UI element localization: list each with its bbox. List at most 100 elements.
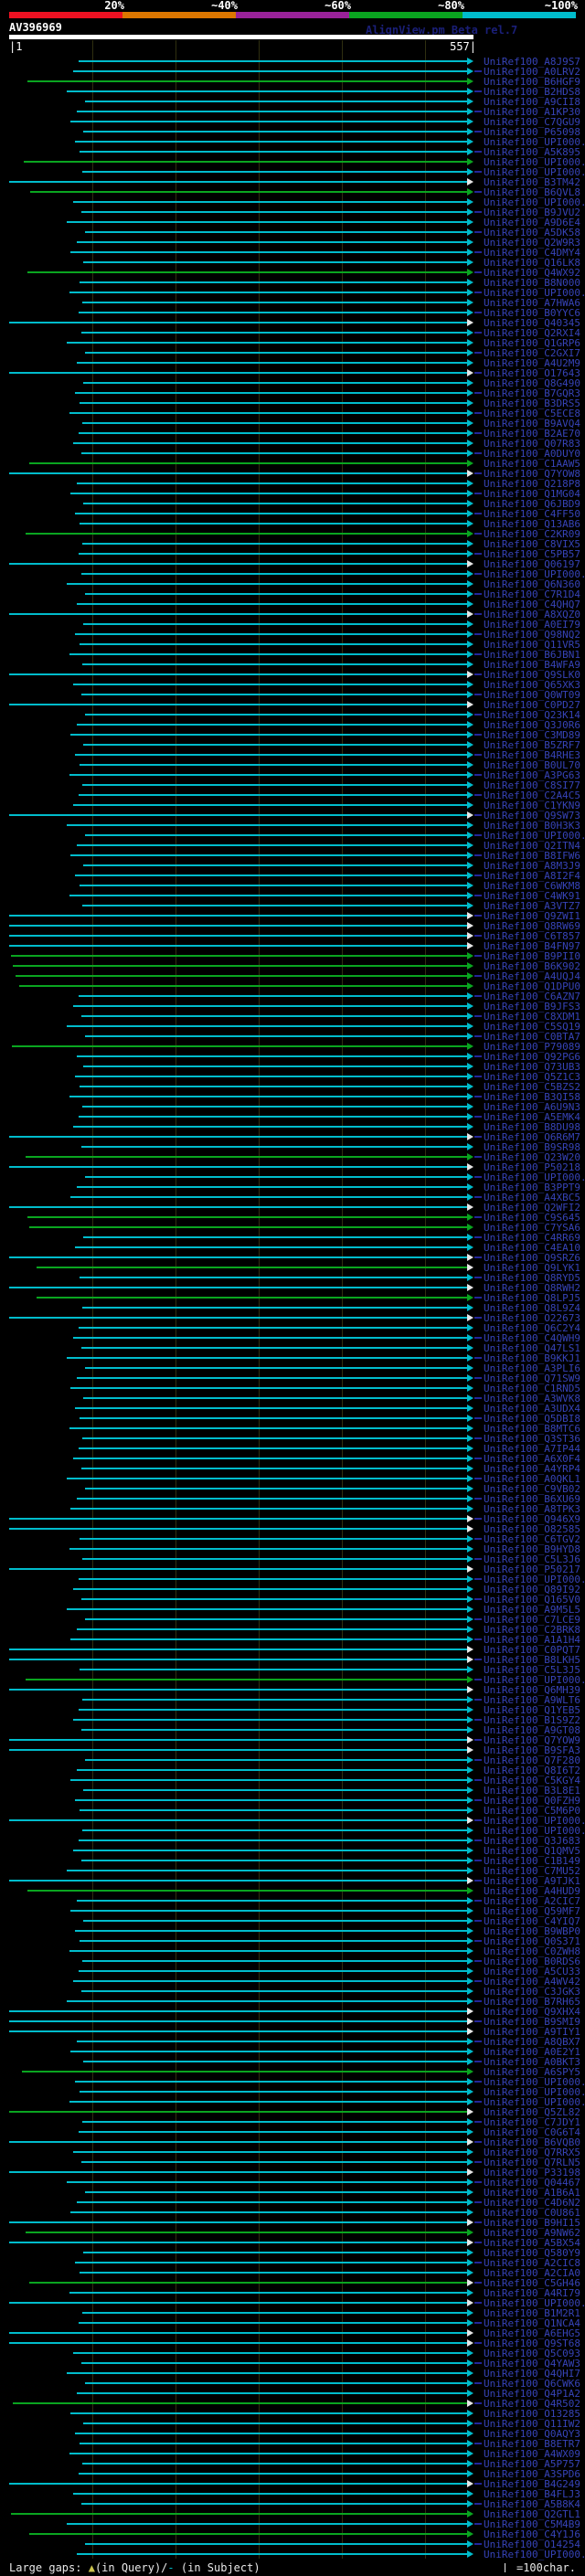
hit-row[interactable]: UniRef100_UPI000.. — [0, 1816, 585, 1826]
hit-row[interactable]: UniRef100_Q1MG04 — [0, 489, 585, 499]
hit-row[interactable]: UniRef100_B4RHE3 — [0, 750, 585, 760]
hit-row[interactable]: UniRef100_C0ZWH8 — [0, 1946, 585, 1956]
hit-row[interactable]: UniRef100_Q1DPU0 — [0, 981, 585, 991]
hit-row[interactable]: UniRef100_Q8LPJ5 — [0, 1293, 585, 1303]
hit-label[interactable]: UniRef100_Q4WX92 — [484, 267, 580, 279]
hit-row[interactable]: UniRef100_Q1NCA4 — [0, 2318, 585, 2328]
hit-row[interactable]: UniRef100_O17643 — [0, 368, 585, 378]
hit-row[interactable]: UniRef100_Q59MF7 — [0, 1906, 585, 1916]
hit-label[interactable]: UniRef100_A5K895 — [484, 146, 580, 158]
hit-row[interactable]: UniRef100_Q2WFI2 — [0, 1203, 585, 1213]
hit-label[interactable]: UniRef100_A1KP30 — [484, 106, 580, 118]
hit-row[interactable]: UniRef100_C1AAW5 — [0, 459, 585, 469]
hit-label[interactable]: UniRef100_A8QBX7 — [484, 2036, 580, 2048]
hit-label[interactable]: UniRef100_UPI000.. — [484, 136, 585, 148]
hit-row[interactable]: UniRef100_Q580Y9 — [0, 2248, 585, 2258]
hit-row[interactable]: UniRef100_Q4WX92 — [0, 268, 585, 278]
hit-label[interactable]: UniRef100_C4EA10 — [484, 1242, 580, 1254]
hit-label[interactable]: UniRef100_Q47LS1 — [484, 1342, 580, 1354]
hit-row[interactable]: UniRef100_Q3J0R6 — [0, 720, 585, 730]
hit-label[interactable]: UniRef100_A5DK58 — [484, 227, 580, 239]
hit-row[interactable]: UniRef100_UPI000.. — [0, 831, 585, 841]
hit-row[interactable]: UniRef100_Q9SW73 — [0, 811, 585, 821]
hit-label[interactable]: UniRef100_UPI000.. — [484, 196, 585, 208]
hit-label[interactable]: UniRef100_B6K902 — [484, 960, 580, 972]
hit-row[interactable]: UniRef100_B9SMI9 — [0, 2017, 585, 2027]
hit-label[interactable]: UniRef100_Q1QMV5 — [484, 1845, 580, 1857]
hit-row[interactable]: UniRef100_B4FLJ3 — [0, 2489, 585, 2499]
hit-label[interactable]: UniRef100_A5EMK4 — [484, 1111, 580, 1123]
hit-label[interactable]: UniRef100_Q1GRP6 — [484, 337, 580, 349]
hit-row[interactable]: UniRef100_A2CIA0 — [0, 2268, 585, 2278]
hit-row[interactable]: UniRef100_UPI000.. — [0, 2077, 585, 2087]
hit-label[interactable]: UniRef100_A6SPY5 — [484, 2066, 580, 2078]
hit-label[interactable]: UniRef100_A1A1H4 — [484, 1634, 580, 1646]
hit-row[interactable]: UniRef100_A2CIC8 — [0, 2258, 585, 2268]
hit-label[interactable]: UniRef100_Q0FZH9 — [484, 1795, 580, 1807]
hit-row[interactable]: UniRef100_Q11IW2 — [0, 2419, 585, 2429]
hit-row[interactable]: UniRef100_B2AE70 — [0, 429, 585, 439]
hit-label[interactable]: UniRef100_Q2W9R3 — [484, 237, 580, 249]
hit-row[interactable]: UniRef100_A4RI79 — [0, 2288, 585, 2298]
hit-row[interactable]: UniRef100_B6HGF9 — [0, 77, 585, 87]
hit-label[interactable]: UniRef100_Q9SW73 — [484, 810, 580, 822]
hit-row[interactable]: UniRef100_Q3J683 — [0, 1836, 585, 1846]
hit-label[interactable]: UniRef100_A2CIC7 — [484, 1895, 580, 1907]
hit-row[interactable]: UniRef100_B8ETR7 — [0, 2439, 585, 2449]
hit-row[interactable]: UniRef100_B0UL70 — [0, 760, 585, 770]
hit-row[interactable]: UniRef100_P50217 — [0, 1564, 585, 1574]
hit-label[interactable]: UniRef100_A9GT08 — [484, 1724, 580, 1736]
hit-row[interactable]: UniRef100_B6JBN1 — [0, 650, 585, 660]
hit-label[interactable]: UniRef100_Q2WFI2 — [484, 1202, 580, 1214]
hit-label[interactable]: UniRef100_C2KR09 — [484, 528, 580, 540]
hit-row[interactable]: UniRef100_A4WX09 — [0, 2449, 585, 2459]
hit-row[interactable]: UniRef100_Q1GRP6 — [0, 338, 585, 348]
hit-label[interactable]: UniRef100_Q3ST36 — [484, 1433, 580, 1445]
hit-row[interactable]: UniRef100_Q6CWK6 — [0, 2379, 585, 2389]
hit-label[interactable]: UniRef100_Q1MG04 — [484, 488, 580, 500]
hit-label[interactable]: UniRef100_C6AZN7 — [484, 991, 580, 1002]
hit-row[interactable]: UniRef100_Q71SW9 — [0, 1373, 585, 1383]
hit-row[interactable]: UniRef100_Q8RYD5 — [0, 1273, 585, 1283]
hit-label[interactable]: UniRef100_Q0AQY3 — [484, 2428, 580, 2440]
hit-label[interactable]: UniRef100_C8VIX5 — [484, 538, 580, 550]
hit-label[interactable]: UniRef100_Q11VR5 — [484, 639, 580, 651]
hit-label[interactable]: UniRef100_A6X0F4 — [484, 1453, 580, 1465]
hit-label[interactable]: UniRef100_B9SMI9 — [484, 2016, 580, 2028]
hit-row[interactable]: UniRef100_B1M2R1 — [0, 2308, 585, 2318]
hit-label[interactable]: UniRef100_Q7YOW9 — [484, 1734, 580, 1746]
hit-label[interactable]: UniRef100_C6TGV2 — [484, 1533, 580, 1545]
hit-row[interactable]: UniRef100_UPI000.. — [0, 137, 585, 147]
hit-row[interactable]: UniRef100_C7JDY1 — [0, 2117, 585, 2127]
hit-row[interactable]: UniRef100_Q7YOW9 — [0, 1735, 585, 1745]
hit-row[interactable]: UniRef100_B9HI15 — [0, 2218, 585, 2228]
hit-label[interactable]: UniRef100_B8ETR7 — [484, 2438, 580, 2450]
hit-label[interactable]: UniRef100_A4WX09 — [484, 2448, 580, 2460]
hit-label[interactable]: UniRef100_A4WV42 — [484, 1976, 580, 1988]
hit-label[interactable]: UniRef100_A5P757 — [484, 2458, 580, 2470]
hit-label[interactable]: UniRef100_A3PLI6 — [484, 1362, 580, 1374]
hit-row[interactable]: UniRef100_A7IP44 — [0, 1444, 585, 1454]
hit-row[interactable]: UniRef100_C5GH46 — [0, 2278, 585, 2288]
hit-row[interactable]: UniRef100_A5DK58 — [0, 228, 585, 238]
hit-row[interactable]: UniRef100_B9WBP0 — [0, 1926, 585, 1936]
hit-row[interactable]: UniRef100_Q218P8 — [0, 479, 585, 489]
hit-row[interactable]: UniRef100_C0BTA7 — [0, 1032, 585, 1042]
hit-row[interactable]: UniRef100_Q23K14 — [0, 710, 585, 720]
hit-row[interactable]: UniRef100_P65098 — [0, 127, 585, 137]
hit-row[interactable]: UniRef100_B9JVU2 — [0, 207, 585, 217]
hit-row[interactable]: UniRef100_Q7RLN5 — [0, 2157, 585, 2168]
hit-label[interactable]: UniRef100_A5BX54 — [484, 2237, 580, 2249]
hit-row[interactable]: UniRef100_A5EMK4 — [0, 1112, 585, 1122]
hit-label[interactable]: UniRef100_B4FN97 — [484, 940, 580, 952]
hit-label[interactable]: UniRef100_B2AE70 — [484, 428, 580, 440]
hit-row[interactable]: UniRef100_UPI000.. — [0, 569, 585, 579]
hit-row[interactable]: UniRef100_C7MU52 — [0, 1866, 585, 1876]
hit-row[interactable]: UniRef100_C5L3J6 — [0, 1554, 585, 1564]
hit-row[interactable]: UniRef100_B9SR98 — [0, 1142, 585, 1152]
hit-row[interactable]: UniRef100_A8I2F4 — [0, 871, 585, 881]
hit-label[interactable]: UniRef100_C1AAW5 — [484, 458, 580, 470]
hit-label[interactable]: UniRef100_Q2ITN4 — [484, 840, 580, 852]
hit-label[interactable]: UniRef100_A3WVK8 — [484, 1393, 580, 1405]
hit-label[interactable]: UniRef100_Q1YEB5 — [484, 1704, 580, 1716]
